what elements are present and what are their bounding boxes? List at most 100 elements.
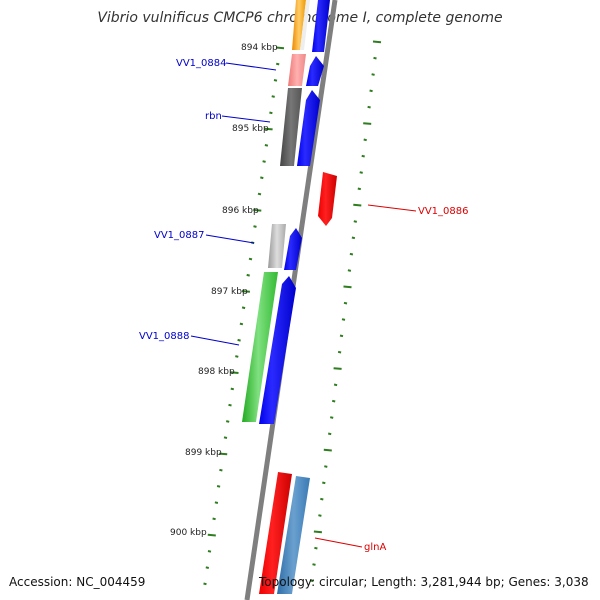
left-tick bbox=[235, 355, 239, 358]
leader-vv1-0888 bbox=[190, 335, 240, 346]
right-tick bbox=[323, 448, 332, 452]
right-tick bbox=[347, 269, 352, 272]
right-tick bbox=[357, 187, 362, 191]
left-tick bbox=[260, 176, 264, 180]
left-tick bbox=[212, 517, 216, 521]
left-tick bbox=[269, 111, 273, 115]
gene-feature-rbn bbox=[280, 88, 302, 166]
right-tick bbox=[353, 203, 362, 207]
gene-labels: VV1_0884 rbn VV1_0887 VV1_0888 VV1_0886 … bbox=[139, 58, 469, 553]
left-tick bbox=[241, 290, 250, 293]
right-tick bbox=[331, 399, 336, 403]
gene-feature-blue-arrow-4 bbox=[259, 276, 296, 424]
gene-feature-vv1-0887 bbox=[268, 224, 286, 268]
left-tick bbox=[214, 501, 219, 504]
right-tick bbox=[369, 89, 373, 93]
left-tick bbox=[207, 533, 216, 537]
right-tick bbox=[367, 105, 371, 109]
left-tick bbox=[237, 338, 241, 342]
left-tick bbox=[203, 582, 207, 586]
left-tick bbox=[246, 273, 250, 277]
gene-feature-pink bbox=[288, 54, 306, 86]
gene-feature-glna-steel bbox=[277, 476, 310, 594]
right-tick bbox=[310, 579, 314, 583]
left-tick bbox=[253, 225, 257, 228]
right-tick bbox=[353, 220, 358, 223]
right-tick bbox=[349, 252, 354, 256]
left-tick bbox=[225, 420, 230, 423]
kbp-label-896: 896 kbp bbox=[222, 206, 259, 216]
right-tick bbox=[372, 40, 382, 44]
gene-feature-orange bbox=[292, 0, 306, 50]
right-tick bbox=[363, 138, 367, 142]
left-tick bbox=[207, 550, 212, 553]
right-tick bbox=[361, 154, 365, 158]
gene-feature-blue-arrow-1 bbox=[306, 56, 324, 86]
left-tick bbox=[228, 403, 232, 407]
right-tick bbox=[337, 350, 342, 354]
left-tick bbox=[271, 95, 275, 98]
right-tick bbox=[320, 497, 324, 501]
leader-vv1-0884 bbox=[225, 62, 277, 71]
right-tick bbox=[322, 481, 326, 485]
left-tick bbox=[239, 322, 244, 326]
left-tick bbox=[273, 79, 278, 82]
kbp-label-900: 900 kbp bbox=[170, 528, 207, 538]
left-tick bbox=[230, 371, 239, 374]
left-tick bbox=[275, 62, 280, 66]
kbp-label-897: 897 kbp bbox=[211, 287, 248, 297]
right-tick bbox=[313, 530, 322, 534]
gene-feature-blue-arrow-3 bbox=[284, 228, 302, 270]
left-tick bbox=[248, 257, 253, 261]
kbp-label-898: 898 kbp bbox=[198, 367, 235, 377]
right-tick bbox=[351, 236, 356, 240]
gene-feature-top-blue bbox=[312, 0, 330, 52]
right-tick bbox=[371, 73, 375, 76]
right-tick bbox=[314, 546, 318, 550]
right-tick bbox=[363, 122, 372, 125]
left-tick bbox=[253, 208, 262, 212]
right-tick bbox=[343, 301, 348, 305]
right-tick bbox=[373, 56, 377, 60]
gene-label-vv1-0888: VV1_0888 bbox=[139, 331, 190, 342]
gene-label-glna: glnA bbox=[364, 542, 386, 553]
forward-strand-features bbox=[242, 0, 330, 424]
left-tick bbox=[219, 468, 223, 472]
gene-feature-vv1-0886 bbox=[318, 172, 337, 226]
kbp-label-895: 895 kbp bbox=[232, 124, 269, 134]
right-tick bbox=[339, 334, 344, 338]
right-tick bbox=[327, 432, 332, 436]
left-tick bbox=[275, 46, 285, 50]
left-tick bbox=[264, 144, 269, 147]
gene-feature-glna-red bbox=[259, 472, 292, 594]
left-tick bbox=[223, 436, 228, 439]
right-tick bbox=[359, 171, 363, 174]
gene-feature-vv1-0888 bbox=[242, 272, 278, 422]
kbp-label-894: 894 kbp bbox=[241, 43, 278, 53]
left-tick bbox=[257, 192, 262, 196]
right-tick bbox=[343, 285, 352, 289]
accession-text: Accession: NC_004459 bbox=[9, 575, 146, 589]
left-tick bbox=[205, 566, 210, 569]
right-tick bbox=[318, 514, 322, 517]
right-tick bbox=[329, 416, 334, 419]
gene-label-rbn: rbn bbox=[205, 111, 222, 122]
leader-rbn bbox=[221, 115, 271, 123]
right-tick bbox=[333, 383, 338, 387]
right-tick bbox=[312, 563, 316, 566]
left-tick bbox=[262, 160, 266, 163]
left-tick bbox=[216, 485, 221, 488]
gene-label-vv1-0884: VV1_0884 bbox=[176, 58, 227, 69]
reverse-strand-features bbox=[259, 172, 337, 594]
left-tick bbox=[230, 387, 235, 391]
left-tick bbox=[219, 452, 228, 456]
right-tick bbox=[324, 465, 328, 468]
left-tick bbox=[264, 127, 273, 131]
right-tick bbox=[333, 367, 342, 370]
kbp-labels: 894 kbp 895 kbp 896 kbp 897 kbp 898 kbp … bbox=[170, 43, 278, 538]
gene-label-vv1-0887: VV1_0887 bbox=[154, 230, 205, 241]
leader-vv1-0886 bbox=[367, 204, 417, 212]
kbp-label-899: 899 kbp bbox=[185, 448, 222, 458]
topology-text: Topology: circular; Length: 3,281,944 bp… bbox=[259, 575, 589, 589]
